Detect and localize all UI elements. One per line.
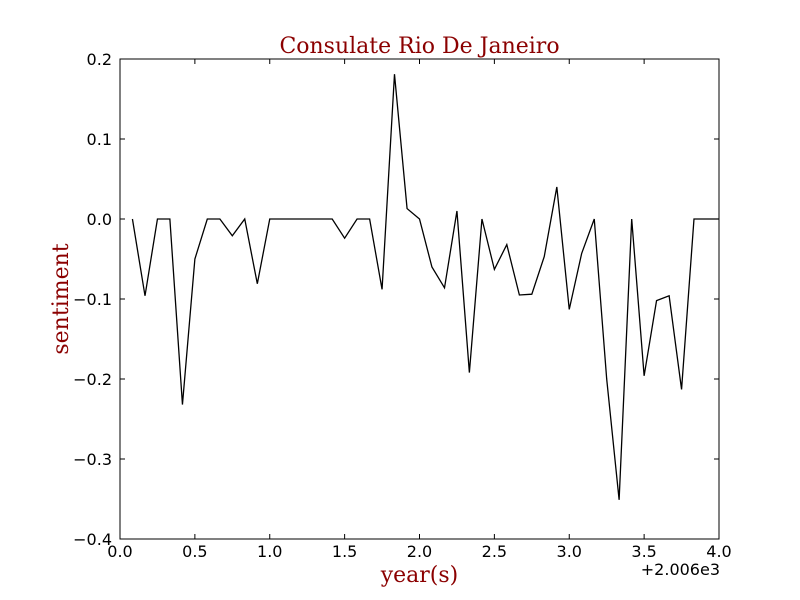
series-line-0 [131, 74, 719, 500]
x-tick-label: 4.0 [706, 542, 731, 561]
plot-area [131, 74, 719, 500]
x-tick-label: 1.5 [332, 542, 357, 561]
x-tick-label: 3.0 [557, 542, 582, 561]
y-tick-label: 0.1 [87, 130, 112, 149]
x-axis-offset-label: +2.006e3 [641, 560, 720, 579]
x-axis-label: year(s) [380, 563, 459, 588]
y-tick-label: −0.1 [73, 290, 112, 309]
y-axis-label: sentiment [49, 243, 74, 354]
y-tick-label: 0.0 [87, 210, 112, 229]
x-tick-label: 0.5 [182, 542, 207, 561]
y-tick-label: −0.2 [73, 370, 112, 389]
y-axis-ticks: −0.4 −0.3 −0.2 −0.1 0.0 0.1 0.2 [73, 50, 719, 549]
x-tick-label: 3.5 [631, 542, 656, 561]
x-tick-label: 2.0 [407, 542, 432, 561]
x-tick-label: 1.0 [257, 542, 282, 561]
x-tick-label: 2.5 [482, 542, 507, 561]
y-tick-label: −0.3 [73, 450, 112, 469]
x-axis-ticks: 0.0 0.5 1.0 1.5 2.0 2.5 3.0 3.5 4.0 [107, 59, 732, 561]
y-tick-label: 0.2 [87, 50, 112, 69]
x-tick-label: 0.0 [107, 542, 132, 561]
y-tick-label: −0.4 [73, 530, 112, 549]
chart-title: Consulate Rio De Janeiro [279, 34, 559, 59]
